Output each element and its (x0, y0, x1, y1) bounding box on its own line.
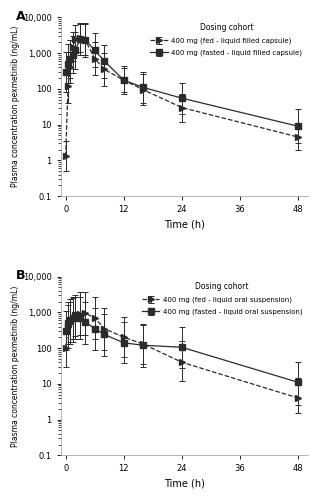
X-axis label: Time (h): Time (h) (164, 220, 205, 230)
Text: B: B (16, 270, 26, 282)
Text: A: A (16, 10, 26, 23)
Legend: 400 mg (fed - liquid oral suspension), 400 mg (fasted - liquid oral suspension): 400 mg (fed - liquid oral suspension), 4… (140, 280, 304, 318)
Y-axis label: Plasma concentration pexmetinib (ng/mL): Plasma concentration pexmetinib (ng/mL) (11, 26, 20, 188)
X-axis label: Time (h): Time (h) (164, 479, 205, 489)
Legend: 400 mg (fed - liquid filled capsule), 400 mg (fasted - liquid filled capsule): 400 mg (fed - liquid filled capsule), 40… (148, 21, 304, 58)
Y-axis label: Plasma concentration pexmetinib (ng/mL): Plasma concentration pexmetinib (ng/mL) (11, 285, 20, 446)
